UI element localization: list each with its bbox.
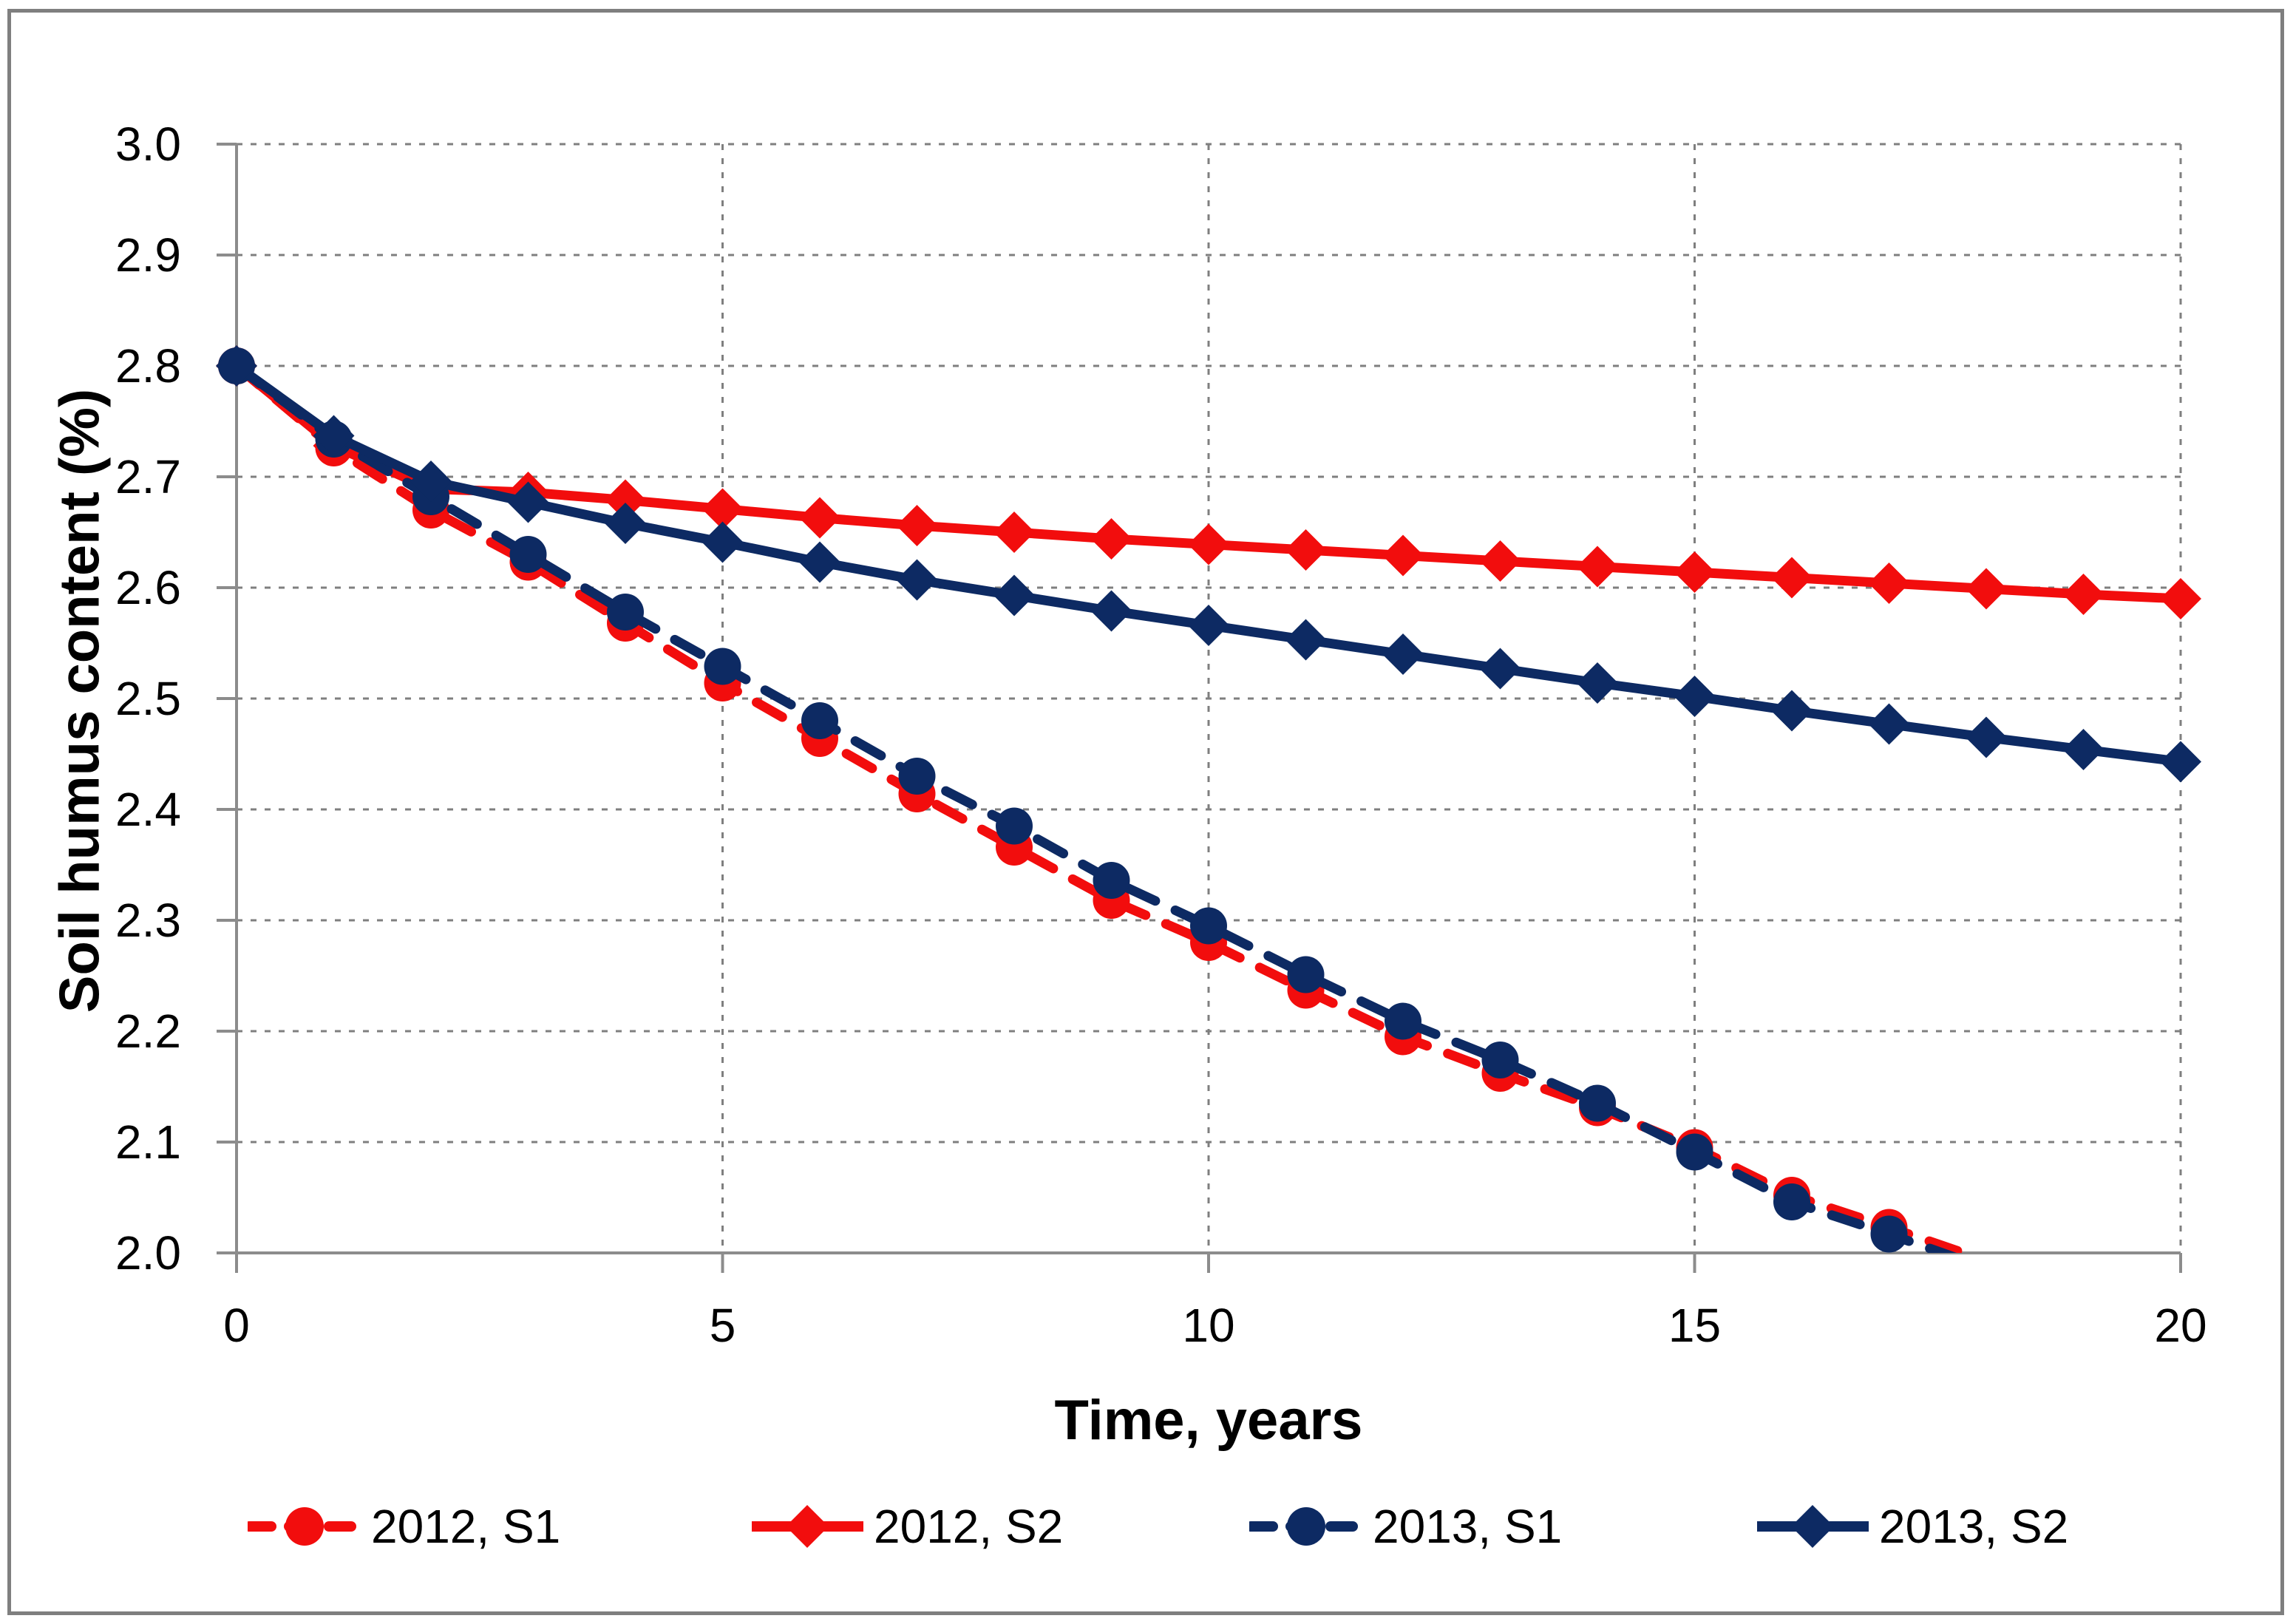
data-point-diamond xyxy=(2160,578,2201,619)
legend-label: 2012, S2 xyxy=(874,1500,1064,1553)
data-point-diamond xyxy=(1090,518,1132,560)
data-point-diamond xyxy=(1090,590,1132,632)
x-tick-label: 20 xyxy=(2154,1299,2207,1352)
data-point-diamond xyxy=(1577,546,1618,588)
legend-item-2012-s2: 2012, S2 xyxy=(750,1475,1063,1578)
series-2013-s1 xyxy=(218,347,1957,1253)
data-point-circle xyxy=(607,594,644,631)
series-2012-s2 xyxy=(216,345,2201,619)
data-point-diamond xyxy=(1479,540,1521,582)
data-point-diamond xyxy=(702,488,744,530)
data-point-diamond xyxy=(1966,716,2007,758)
axes xyxy=(217,143,2182,1273)
data-point-circle xyxy=(898,758,936,795)
data-point-circle xyxy=(996,807,1033,845)
data-point-circle xyxy=(1287,956,1325,993)
data-point-diamond xyxy=(702,521,744,563)
data-point-diamond xyxy=(993,574,1035,616)
x-tick-label: 10 xyxy=(1182,1299,1234,1352)
y-tick-label: 2.2 xyxy=(115,1005,181,1058)
data-point-diamond xyxy=(896,559,938,601)
data-point-diamond xyxy=(2062,574,2105,615)
data-point-diamond xyxy=(605,479,646,521)
data-point-circle xyxy=(1190,907,1227,945)
data-point-diamond xyxy=(1188,605,1229,646)
legend-item-2013-s1: 2013, S1 xyxy=(1249,1475,1562,1578)
legend-label: 2012, S1 xyxy=(371,1500,561,1553)
x-tick-label: 5 xyxy=(710,1299,736,1352)
data-point-diamond xyxy=(1868,703,1910,745)
data-point-diamond xyxy=(1285,529,1327,571)
data-point-diamond xyxy=(1479,648,1521,690)
data-point-circle xyxy=(1676,1133,1713,1171)
legend-item-2013-s2: 2013, S2 xyxy=(1756,1475,2068,1578)
tick-labels: 3.0 2.9 2.8 2.7 2.6 2.5 2.4 2.3 2.2 2.1 2.0 0 5 10 15 2… xyxy=(115,118,2207,1352)
gridlines xyxy=(237,143,2182,1253)
data-point-diamond xyxy=(1674,551,1716,593)
data-point-diamond xyxy=(410,461,452,502)
data-point-circle xyxy=(1385,1002,1421,1040)
data-point-diamond xyxy=(799,541,840,583)
y-tick-label: 2.4 xyxy=(115,783,181,836)
data-point-diamond xyxy=(313,415,355,457)
data-point-circle xyxy=(1870,1215,1908,1253)
data-point-diamond xyxy=(993,512,1035,553)
y-tick-label: 2.9 xyxy=(115,228,181,282)
data-point-circle xyxy=(704,648,741,685)
data-point-circle xyxy=(1093,862,1130,899)
legend-item-2012-s1: 2012, S1 xyxy=(248,1475,560,1578)
y-tick-label: 2.1 xyxy=(115,1115,181,1169)
y-tick-label: 2.7 xyxy=(115,450,181,503)
y-axis-title-text: Soil humus content (%) xyxy=(48,388,112,1013)
data-point-circle xyxy=(509,536,547,573)
legend-diamond-marker-icon xyxy=(1757,1505,1869,1548)
data-point-circle xyxy=(1481,1042,1519,1078)
data-point-circle xyxy=(1579,1084,1616,1122)
data-point-diamond xyxy=(2160,741,2201,783)
data-point-diamond xyxy=(1285,619,1327,661)
series-2012-s1 xyxy=(218,347,1979,1253)
series-2013-s2 xyxy=(216,345,2201,783)
y-tick-label: 2.3 xyxy=(115,894,181,947)
legend-label: 2013, S1 xyxy=(1373,1500,1563,1553)
series-line xyxy=(231,361,1957,1253)
data-point-diamond xyxy=(605,503,646,544)
y-tick-label: 2.8 xyxy=(115,339,181,393)
legend: 2012, S1 2012, S2 2013, S1 2013, S2 xyxy=(0,1475,2293,1578)
x-tick-label: 15 xyxy=(1668,1299,1721,1352)
data-point-diamond xyxy=(1868,563,1910,604)
data-point-circle xyxy=(801,702,838,739)
y-tick-label: 2.6 xyxy=(115,561,181,614)
x-tick-label: 0 xyxy=(223,1299,250,1352)
data-point-diamond xyxy=(1188,523,1229,565)
legend-circle-marker-icon xyxy=(1249,1507,1364,1546)
y-tick-label: 3.0 xyxy=(115,118,181,171)
y-tick-label: 2.5 xyxy=(115,672,181,725)
data-point-diamond xyxy=(896,505,938,546)
data-point-diamond xyxy=(216,345,257,387)
legend-diamond-marker-icon xyxy=(752,1505,863,1548)
data-point-diamond xyxy=(1771,690,1813,732)
data-point-diamond xyxy=(1382,633,1424,675)
x-axis-title: Time, years xyxy=(1054,1389,1363,1452)
y-tick-label: 2.0 xyxy=(115,1226,181,1280)
data-point-diamond xyxy=(1577,662,1618,704)
data-point-diamond xyxy=(1771,557,1813,599)
data-point-diamond xyxy=(507,481,549,523)
legend-circle-marker-icon xyxy=(248,1507,362,1546)
data-point-diamond xyxy=(1674,676,1716,717)
data-point-diamond xyxy=(799,497,840,539)
data-point-diamond xyxy=(2062,729,2105,770)
data-point-circle xyxy=(1773,1183,1810,1220)
data-point-diamond xyxy=(1382,534,1424,577)
legend-label: 2013, S2 xyxy=(1879,1500,2069,1553)
data-point-diamond xyxy=(1966,568,2007,610)
